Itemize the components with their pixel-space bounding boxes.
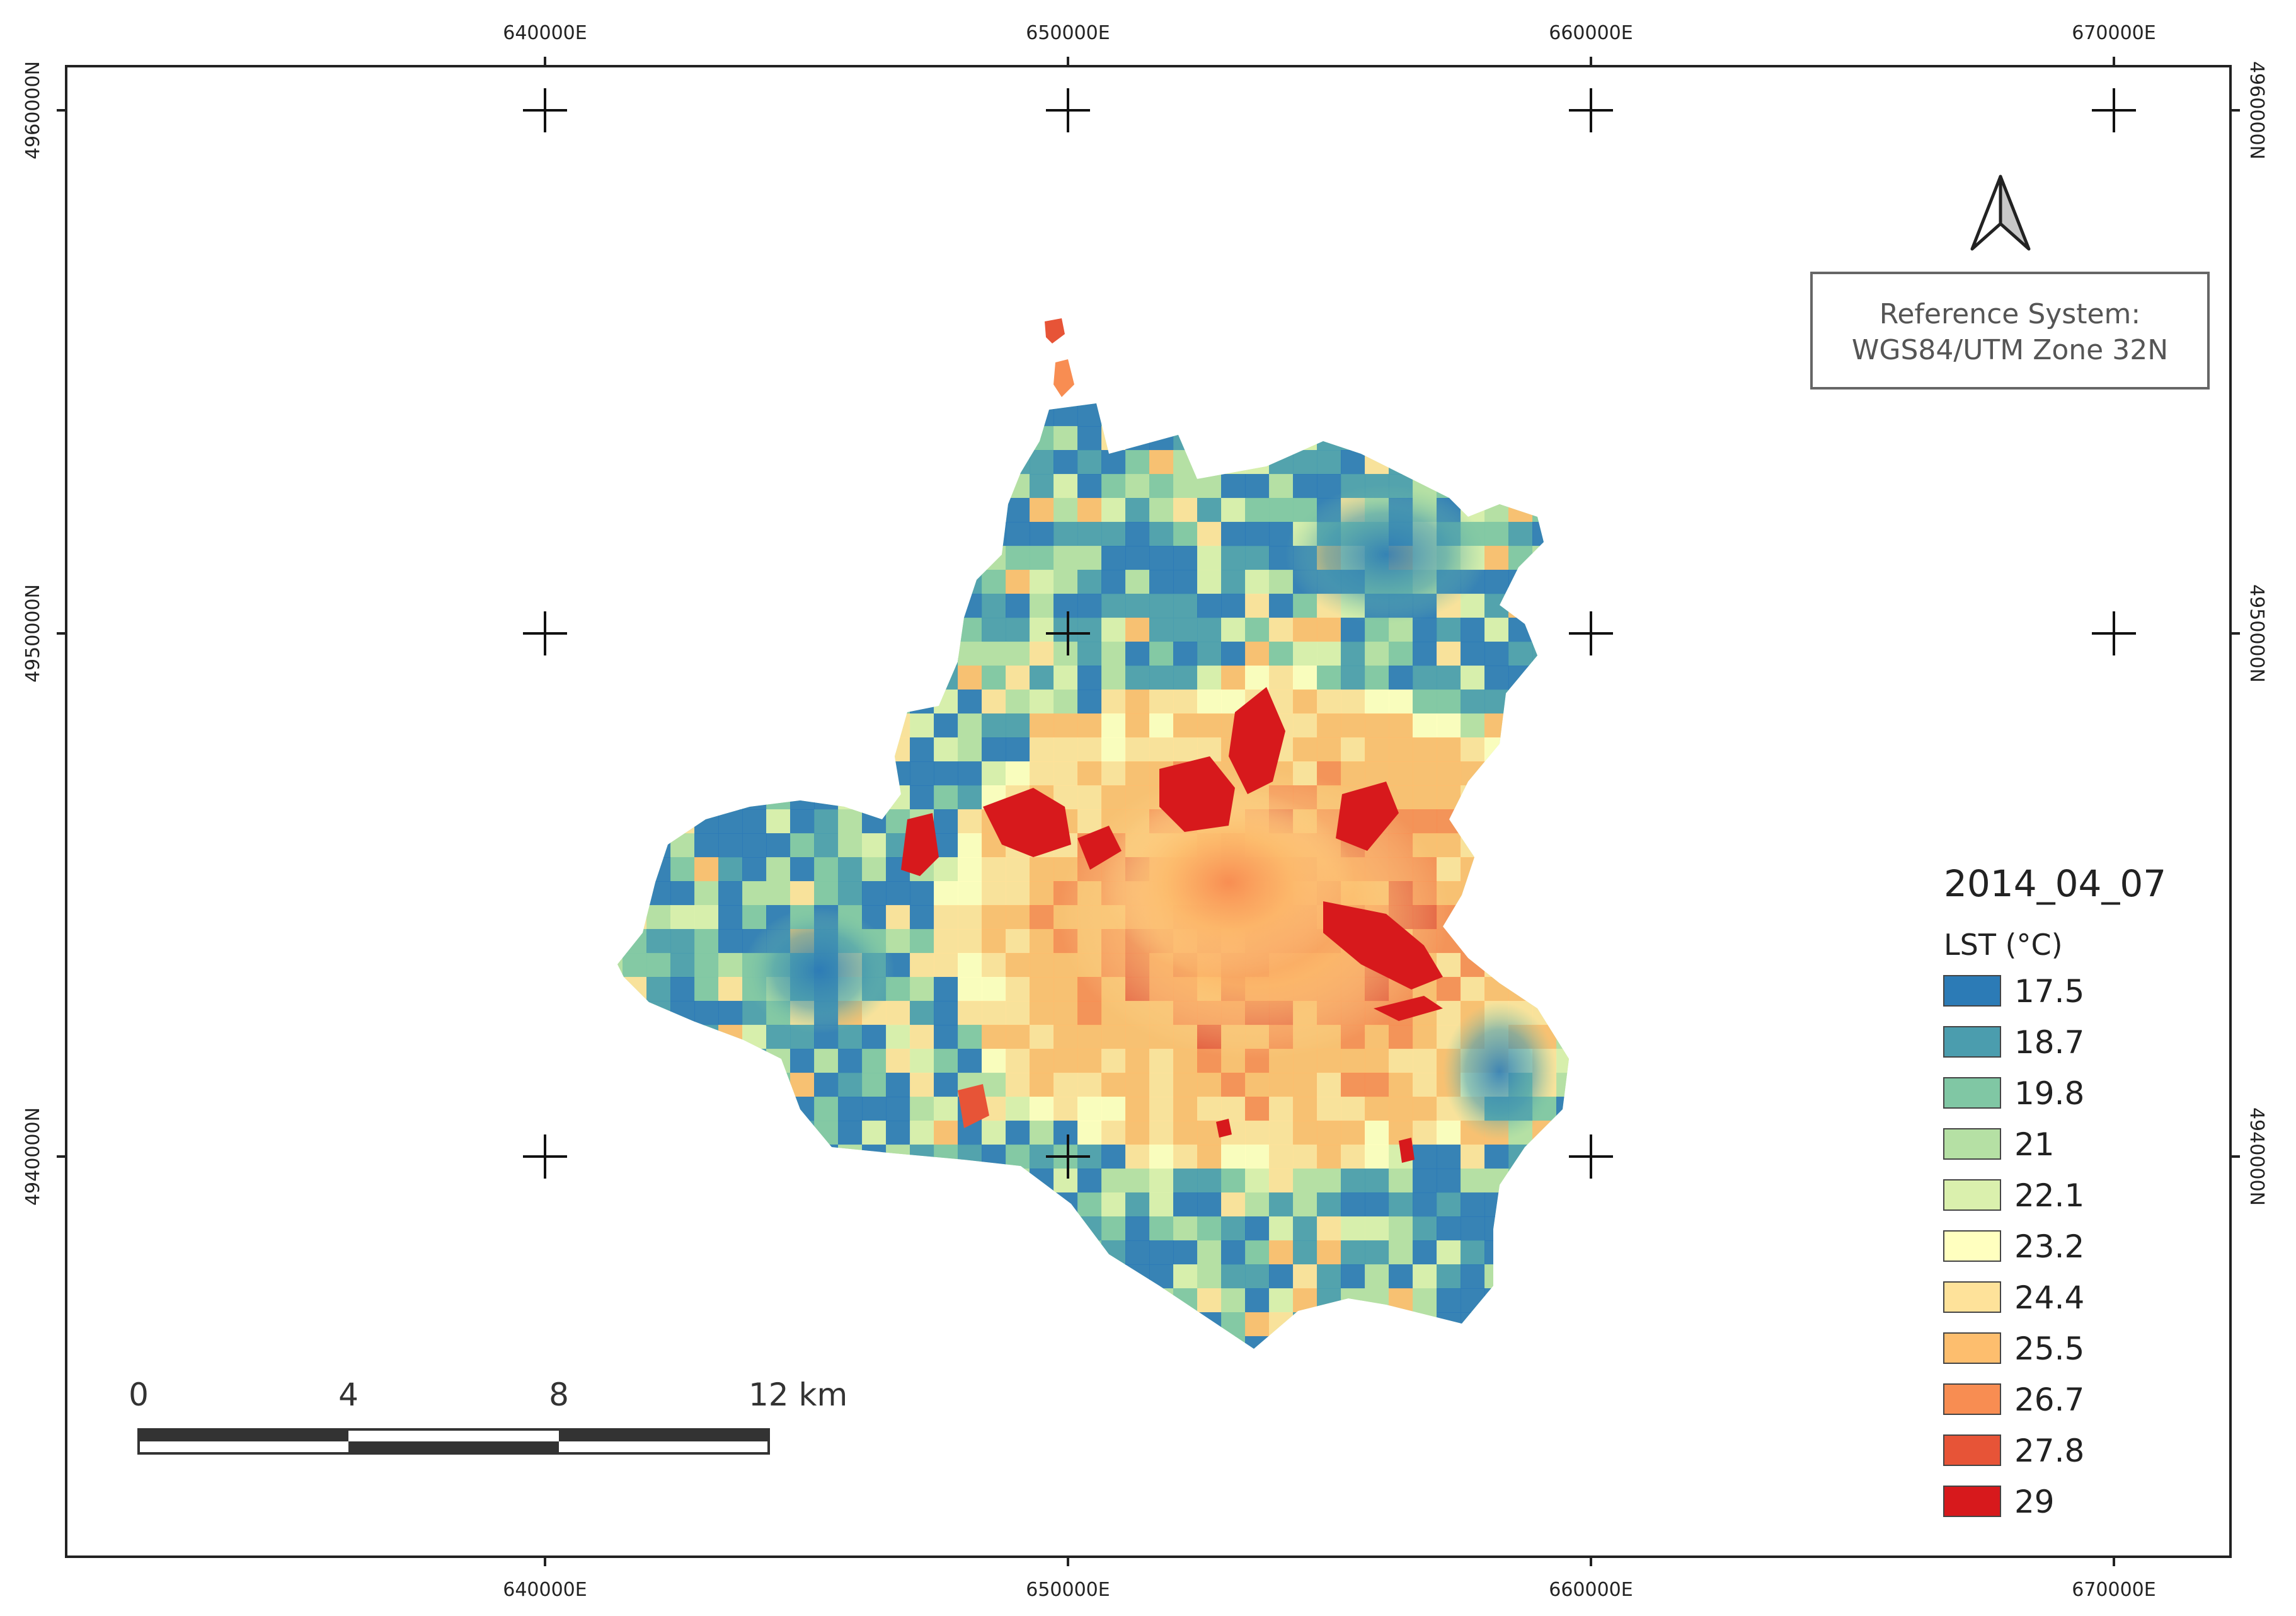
legend-label: 26.7 — [2014, 1382, 2084, 1418]
x-label-bottom-650000: 650000E — [1026, 1579, 1110, 1601]
legend: 2014_04_07 LST (°C) 17.5 18.7 19.8 21 22.1 23… — [1943, 862, 2166, 1520]
x-label-top-670000: 670000E — [2072, 22, 2155, 44]
legend-label: 19.8 — [2014, 1075, 2084, 1112]
grid-crosses — [523, 88, 2136, 1179]
legend-label: 22.1 — [2014, 1177, 2084, 1214]
y-label-left-4950000: 4950000N — [22, 584, 44, 683]
reference-system-line2: WGS84/UTM Zone 32N — [1852, 334, 2168, 366]
y-label-right-4940000: 4940000N — [2246, 1107, 2268, 1206]
legend-swatch — [1943, 1486, 2001, 1517]
frame-ticks — [57, 57, 2240, 1566]
legend-label: 29 — [2014, 1484, 2055, 1520]
legend-swatch — [1943, 1281, 2001, 1313]
legend-swatch — [1943, 1179, 2001, 1211]
x-label-bottom-670000: 670000E — [2072, 1579, 2155, 1601]
legend-label: 23.2 — [2014, 1228, 2084, 1265]
legend-label: 21 — [2014, 1126, 2055, 1163]
x-label-top-660000: 660000E — [1549, 22, 1633, 44]
reference-system-box: Reference System: WGS84/UTM Zone 32N — [1810, 272, 2210, 390]
north-arrow-icon — [1970, 175, 2031, 251]
legend-title: 2014_04_07 — [1944, 862, 2166, 905]
scale-label-12km: 12 km — [749, 1376, 847, 1413]
scale-label-4: 4 — [338, 1376, 359, 1413]
y-label-right-4950000: 4950000N — [2246, 584, 2268, 683]
legend-swatch — [1943, 1434, 2001, 1466]
x-label-top-640000: 640000E — [503, 22, 587, 44]
y-label-right-4960000: 4960000N — [2246, 61, 2268, 159]
y-label-left-4960000: 4960000N — [22, 61, 44, 159]
legend-subtitle: LST (°C) — [1944, 928, 2063, 962]
legend-swatch — [1943, 1077, 2001, 1109]
legend-swatch — [1943, 1332, 2001, 1364]
scale-label-8: 8 — [549, 1376, 569, 1413]
legend-label: 27.8 — [2014, 1433, 2084, 1469]
legend-label: 24.4 — [2014, 1279, 2084, 1316]
scale-label-0: 0 — [129, 1376, 149, 1413]
legend-label: 17.5 — [2014, 973, 2084, 1010]
legend-swatch — [1943, 975, 2001, 1007]
legend-swatch — [1943, 1128, 2001, 1160]
x-label-top-650000: 650000E — [1026, 22, 1110, 44]
legend-swatch — [1943, 1383, 2001, 1415]
y-label-left-4940000: 4940000N — [22, 1107, 44, 1206]
legend-swatch — [1943, 1230, 2001, 1262]
legend-swatch — [1943, 1026, 2001, 1058]
reference-system-line1: Reference System: — [1880, 298, 2140, 330]
legend-label: 18.7 — [2014, 1024, 2084, 1061]
legend-label: 25.5 — [2014, 1330, 2084, 1367]
x-label-bottom-660000: 660000E — [1549, 1579, 1633, 1601]
x-label-bottom-640000: 640000E — [503, 1579, 587, 1601]
scale-bar: 0 4 8 12 km — [129, 1376, 847, 1455]
